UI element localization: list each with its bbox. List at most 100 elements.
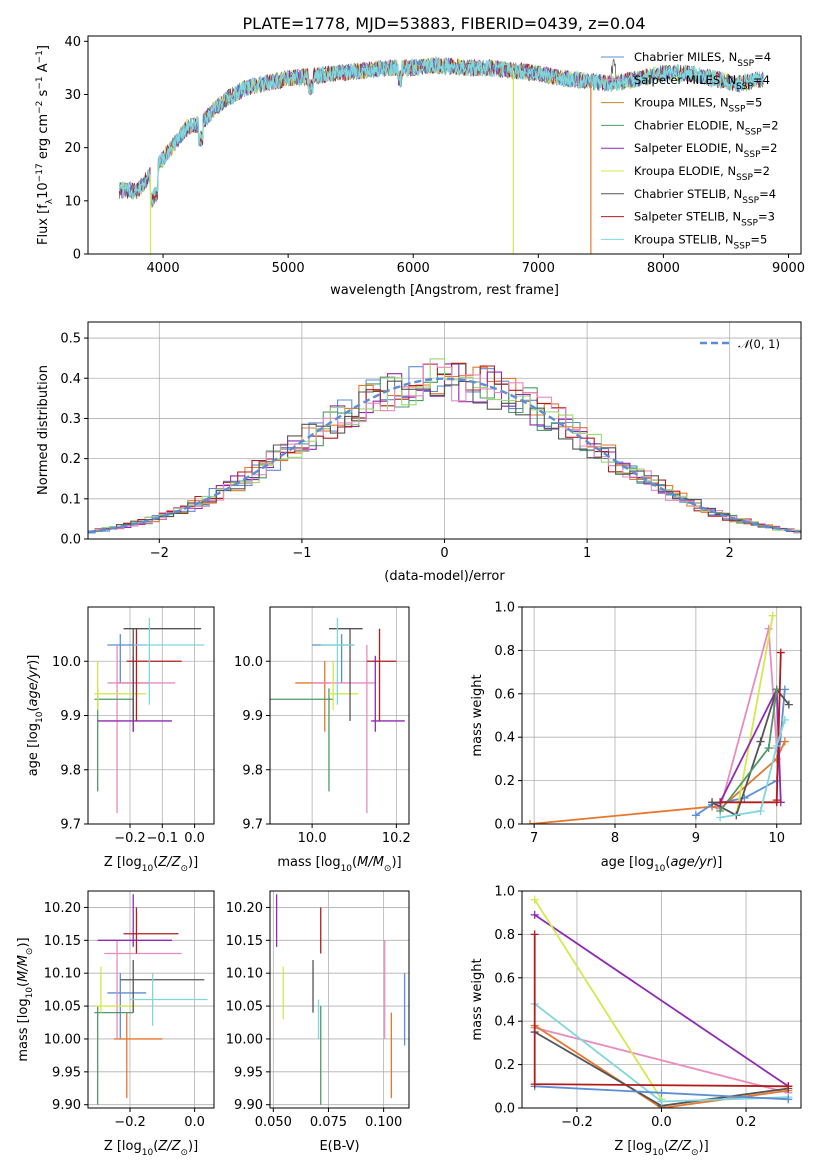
spectrum-ytick-label: 30 — [64, 88, 81, 103]
residuals-plot-area — [88, 358, 801, 534]
weight-vs-z-axes: −0.2 0.0 0.2 0.0 0.2 0.4 0.6 0.8 1.0 Z [log10(Z/Z… — [470, 885, 802, 1158]
age-vs-z-xtick-label: −0.1 — [147, 831, 179, 846]
weight-vs-z-series-line — [533, 899, 663, 1100]
mass-vs-z-plot-area — [94, 894, 208, 1105]
weight-vs-age-marker — [526, 820, 535, 824]
spectrum-ytick-label: 10 — [64, 194, 81, 209]
residuals-xtick-label: −2 — [150, 546, 169, 561]
residuals-ylabel: Normed distribution — [36, 365, 51, 495]
spectrum-legend: Chabrier MILES, NSSP=4 Salpeter MILES, NS… — [601, 50, 779, 251]
residual-histogram — [88, 380, 801, 534]
weight-vs-age-ytick-label: 0.0 — [494, 818, 515, 833]
age-vs-mass-ytick-label: 10.0 — [234, 655, 263, 670]
weight-vs-age-ytick-label: 0.4 — [494, 731, 515, 746]
mass-vs-ebv-ytick-label: 10.10 — [226, 967, 263, 982]
legend-entry: Kroupa ELODIE, NSSP=2 — [634, 164, 770, 183]
weight-vs-age-ylabel: mass weight — [470, 674, 485, 756]
weight-vs-age-series-line — [720, 652, 782, 804]
weight-vs-age-marker — [716, 813, 725, 822]
weight-vs-z-ytick-label: 0.2 — [494, 1058, 515, 1073]
weight-vs-age-ytick-label: 0.2 — [494, 774, 515, 789]
weight-vs-z-ytick-label: 0.4 — [494, 1015, 515, 1030]
weight-vs-z-marker — [530, 895, 539, 904]
weight-vs-age-marker — [780, 715, 789, 724]
figure-title: PLATE=1778, MJD=53883, FIBERID=0439, z=0… — [242, 14, 645, 33]
weight-vs-age-marker — [691, 811, 700, 820]
weight-vs-age-marker — [756, 806, 765, 815]
weight-vs-z-ytick-label: 0.0 — [494, 1102, 515, 1117]
residuals-ytick-label: 0.3 — [60, 412, 81, 427]
mass-vs-ebv-xtick-label: 0.050 — [255, 1115, 292, 1130]
age-vs-mass-ytick-label: 9.9 — [242, 709, 263, 724]
legend-entry: Chabrier MILES, NSSP=4 — [634, 50, 771, 69]
age-vs-mass-plot-area — [270, 617, 405, 814]
residuals-ytick-label: 0.1 — [60, 492, 81, 507]
weight-vs-age-plot-area — [526, 611, 793, 824]
age-vs-z-ytick-label: 9.9 — [60, 709, 81, 724]
legend-entry: Chabrier STELIB, NSSP=4 — [634, 187, 776, 206]
age-vs-z-ytick-label: 10.0 — [52, 655, 81, 670]
residuals-xtick-label: 2 — [726, 546, 734, 561]
legend-entry: Salpeter MILES, NSSP=4 — [634, 73, 770, 92]
weight-vs-z-ytick-label: 0.8 — [494, 928, 515, 943]
weight-vs-age-xtick-label: 10 — [768, 831, 785, 846]
weight-vs-age-marker — [708, 798, 717, 807]
residuals-ytick-label: 0.5 — [60, 332, 81, 347]
mass-vs-z-ytick-label: 9.95 — [52, 1065, 81, 1080]
residuals-axes: −2 −1 0 1 2 0.0 0.1 0.2 0.3 0.4 0.5 (data-model)/er… — [36, 321, 802, 584]
weight-vs-age-series-line — [719, 719, 786, 819]
weight-vs-age-axes: 7 8 9 10 0.0 0.2 0.4 0.6 0.8 1.0 age [log10(age/yr… — [470, 601, 802, 874]
mass-vs-z-ytick-label: 10.15 — [44, 934, 81, 949]
weight-vs-z-xlabel: Z [log10(Z/Z⊙)] — [614, 1139, 708, 1158]
age-vs-mass-xtick-label: 10.0 — [298, 831, 327, 846]
weight-vs-age-xtick-label: 9 — [692, 831, 700, 846]
legend-entry: Salpeter ELODIE, NSSP=2 — [634, 141, 777, 160]
mass-vs-ebv-ytick-label: 9.95 — [234, 1065, 263, 1080]
residuals-xlabel: (data-model)/error — [384, 569, 505, 584]
weight-vs-age-marker — [776, 648, 785, 657]
spectrum-xtick-label: 6000 — [397, 261, 430, 276]
weight-vs-age-ytick-label: 0.6 — [494, 687, 515, 702]
weight-vs-z-xtick-label: 0.0 — [651, 1115, 672, 1130]
spectrum-axes: 4000 5000 6000 7000 8000 9000 0 10 20 30 40 wavelen… — [35, 35, 805, 298]
weight-vs-z-marker — [657, 1097, 666, 1106]
spectrum-xtick-label: 5000 — [272, 261, 305, 276]
mass-vs-ebv-xtick-label: 0.100 — [365, 1115, 402, 1130]
weight-vs-z-marker — [784, 1082, 793, 1091]
age-vs-mass-axes: 10.0 10.2 9.7 9.8 9.9 10.0 mass [log10(M/M⊙)] — [234, 606, 411, 874]
spectrum-plot-area — [118, 55, 764, 254]
age-vs-mass-xlabel: mass [log10(M/M⊙)] — [277, 855, 401, 874]
mass-vs-ebv-axes: 0.050 0.075 0.100 9.90 9.95 10.00 10.05 10.10 10… — [226, 890, 410, 1154]
weight-vs-age-marker — [764, 744, 773, 753]
mass-vs-ebv-ytick-label: 10.20 — [226, 901, 263, 916]
mass-vs-z-xtick-label: 0.0 — [184, 1115, 205, 1130]
spectrum-ylabel: Flux [fλ10−17 erg cm−2 s−1 A−1] — [35, 45, 55, 245]
weight-vs-z-ytick-label: 1.0 — [494, 885, 515, 900]
age-vs-z-xtick-label: 0.0 — [184, 831, 205, 846]
spectrum-xtick-label: 8000 — [647, 261, 680, 276]
age-vs-z-frame — [87, 606, 215, 825]
mass-vs-ebv-frame — [269, 890, 410, 1109]
weight-vs-age-marker — [768, 611, 777, 620]
age-vs-z-xtick-label: −0.2 — [114, 831, 146, 846]
weight-vs-age-ytick-label: 1.0 — [494, 601, 515, 616]
age-vs-z-xlabel: Z [log10(Z/Z⊙)] — [104, 855, 198, 874]
weight-vs-z-series-line — [534, 914, 789, 1088]
weight-vs-age-marker — [756, 737, 765, 746]
spectrum-series-line — [118, 55, 764, 207]
mass-vs-z-axes: −0.2 0.0 9.90 9.95 10.00 10.05 10.10 10.15 10.20… — [16, 890, 215, 1158]
mass-vs-z-frame — [87, 890, 215, 1109]
age-vs-z-plot-area — [94, 617, 205, 814]
weight-vs-z-xtick-label: −0.2 — [561, 1115, 593, 1130]
residuals-ytick-label: 0.0 — [60, 533, 81, 548]
weight-vs-age-xtick-label: 8 — [611, 831, 619, 846]
residuals-ytick-label: 0.4 — [60, 372, 81, 387]
age-vs-mass-frame — [269, 606, 410, 825]
mass-vs-ebv-plot-area — [275, 894, 406, 1105]
age-vs-z-axes: −0.2 −0.1 0.0 9.7 9.8 9.9 10.0 Z [log10(Z/Z⊙)] a… — [26, 606, 215, 874]
weight-vs-z-frame — [521, 890, 802, 1109]
weight-vs-z-ytick-label: 0.6 — [494, 971, 515, 986]
spectrum-ytick-label: 20 — [64, 141, 81, 156]
weight-vs-age-marker — [764, 624, 773, 633]
